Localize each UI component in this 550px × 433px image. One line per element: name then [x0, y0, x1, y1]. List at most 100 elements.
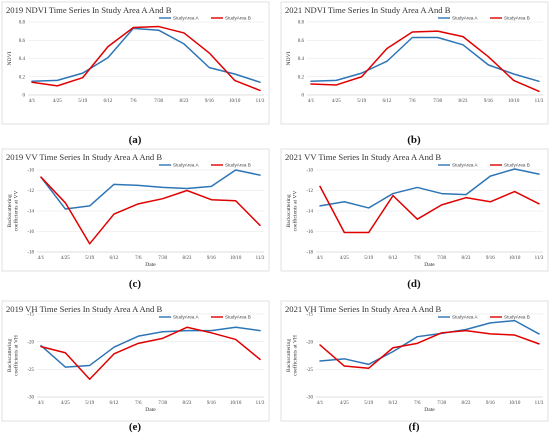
x-tick-label: 7/30 — [437, 401, 446, 406]
series-line-1 — [319, 185, 540, 234]
series-line-0 — [40, 169, 261, 210]
x-tick-label: 4/1 — [29, 99, 36, 104]
series-line-1 — [31, 25, 261, 92]
y-axis-label-line2: coefficients at VH — [292, 335, 299, 376]
x-tick-label: 11/3 — [535, 256, 544, 261]
x-tick-label: 4/25 — [53, 99, 62, 104]
x-tick-label: 9/16 — [205, 99, 214, 104]
x-tick-label: 10/10 — [508, 99, 520, 104]
chart-title: 2019 VH Time Series In Study Area A And … — [6, 304, 162, 314]
legend-label-0: StudyArea A — [452, 16, 478, 21]
x-tick-label: 6/12 — [389, 401, 398, 406]
y-tick-label: -10 — [27, 169, 34, 174]
x-tick-label: 7/6 — [414, 256, 421, 261]
x-tick-label: 8/23 — [462, 401, 471, 406]
x-tick-label: 7/30 — [158, 256, 167, 261]
chart-panel-1: 2021 NDVI Time Series In Study Area A An… — [280, 1, 549, 125]
y-tick-label: 0.4 — [298, 57, 305, 62]
x-tick-label: 4/1 — [38, 401, 45, 406]
x-tick-label: 6/12 — [104, 99, 113, 104]
y-tick-label: -30 — [306, 396, 313, 401]
series-line-0 — [319, 168, 540, 209]
chart-title: 2021 VV Time Series In Study Area A And … — [285, 152, 441, 162]
y-tick-label: -12 — [27, 189, 34, 194]
x-tick-label: 5/19 — [85, 401, 94, 406]
y-axis-label-line2: coefficients at VH — [13, 335, 20, 376]
y-axis-label-line2: coefficients at VV — [13, 191, 20, 232]
y-tick-label: -25 — [306, 368, 313, 373]
panel-frame — [1, 1, 270, 125]
legend-label-1: StudyArea B — [225, 16, 251, 21]
panel-caption: (e) — [129, 421, 142, 433]
x-tick-label: 4/1 — [317, 256, 324, 261]
x-tick-label: 4/25 — [61, 401, 70, 406]
x-tick-label: 4/25 — [340, 401, 349, 406]
y-tick-label: -20 — [306, 340, 313, 345]
legend-label-0: StudyArea A — [452, 163, 478, 168]
series-line-1 — [319, 329, 540, 369]
x-tick-label: 8/23 — [459, 99, 468, 104]
x-tick-label: 9/16 — [486, 256, 495, 261]
x-tick-label: 8/23 — [180, 99, 189, 104]
legend-label-0: StudyArea A — [173, 16, 199, 21]
chart-panel-4: 2019 VH Time Series In Study Area A And … — [1, 300, 270, 422]
x-tick-label: 4/25 — [340, 256, 349, 261]
chart-panel-5: 2021 VH Time Series In Study Area A And … — [280, 300, 549, 422]
x-tick-label: 10/10 — [509, 256, 521, 261]
x-tick-label: 11/3 — [535, 99, 544, 104]
x-tick-label: 7/30 — [158, 401, 167, 406]
y-tick-label: -15 — [306, 313, 313, 318]
y-tick-label: 0.4 — [19, 57, 26, 62]
y-tick-label: 0 — [23, 94, 26, 99]
x-axis-label: Date — [145, 407, 156, 413]
series-line-0 — [319, 319, 540, 366]
x-tick-label: 9/16 — [207, 256, 216, 261]
x-tick-label: 4/1 — [317, 401, 324, 406]
chart-panel-2: 2019 VV Time Series In Study Area A And … — [1, 148, 270, 272]
legend-label-0: StudyArea A — [173, 163, 199, 168]
legend-label-1: StudyArea B — [504, 163, 530, 168]
y-tick-label: 0.2 — [298, 75, 305, 80]
legend-label-1: StudyArea B — [504, 315, 530, 320]
series-line-1 — [310, 30, 540, 93]
y-tick-label: 0.2 — [19, 75, 26, 80]
y-axis-label: Backscatteringcoefficients at VH — [286, 335, 299, 376]
legend-label-0: StudyArea A — [173, 315, 199, 320]
y-tick-label: -10 — [306, 169, 313, 174]
x-tick-label: 8/23 — [183, 401, 192, 406]
y-tick-label: -12 — [306, 189, 313, 194]
legend-label-0: StudyArea A — [452, 315, 478, 320]
y-tick-label: 0 — [302, 94, 305, 99]
y-tick-label: -14 — [27, 210, 34, 215]
y-tick-label: -30 — [27, 396, 34, 401]
x-tick-label: 4/25 — [332, 99, 341, 104]
x-tick-label: 7/6 — [135, 401, 142, 406]
y-axis-label: NDVI — [286, 51, 292, 65]
panel-frame — [1, 300, 270, 422]
panel-caption: (f) — [409, 421, 420, 433]
y-tick-label: 0.6 — [298, 39, 305, 44]
series-line-0 — [31, 27, 261, 83]
x-tick-label: 8/23 — [183, 256, 192, 261]
legend-label-1: StudyArea B — [225, 315, 251, 320]
x-tick-label: 6/12 — [110, 256, 119, 261]
y-tick-label: -15 — [27, 313, 34, 318]
x-axis-label: Date — [424, 262, 435, 268]
x-tick-label: 7/6 — [414, 401, 421, 406]
panel-frame — [1, 148, 270, 272]
y-tick-label: -25 — [27, 368, 34, 373]
x-tick-label: 8/23 — [462, 256, 471, 261]
x-tick-label: 6/12 — [110, 401, 119, 406]
x-tick-label: 11/3 — [535, 401, 544, 406]
panel-caption: (a) — [129, 134, 142, 146]
x-tick-label: 9/16 — [207, 401, 216, 406]
y-tick-label: 0.6 — [19, 39, 26, 44]
panel-frame — [280, 148, 549, 272]
y-axis-label-line2: coefficients at VV — [292, 191, 299, 232]
chart-title: 2021 NDVI Time Series In Study Area A An… — [285, 5, 451, 15]
x-tick-label: 5/19 — [78, 99, 87, 104]
x-tick-label: 6/12 — [383, 99, 392, 104]
legend-label-1: StudyArea B — [504, 16, 530, 21]
y-axis-label: NDVI — [7, 51, 13, 65]
x-tick-label: 7/30 — [154, 99, 163, 104]
